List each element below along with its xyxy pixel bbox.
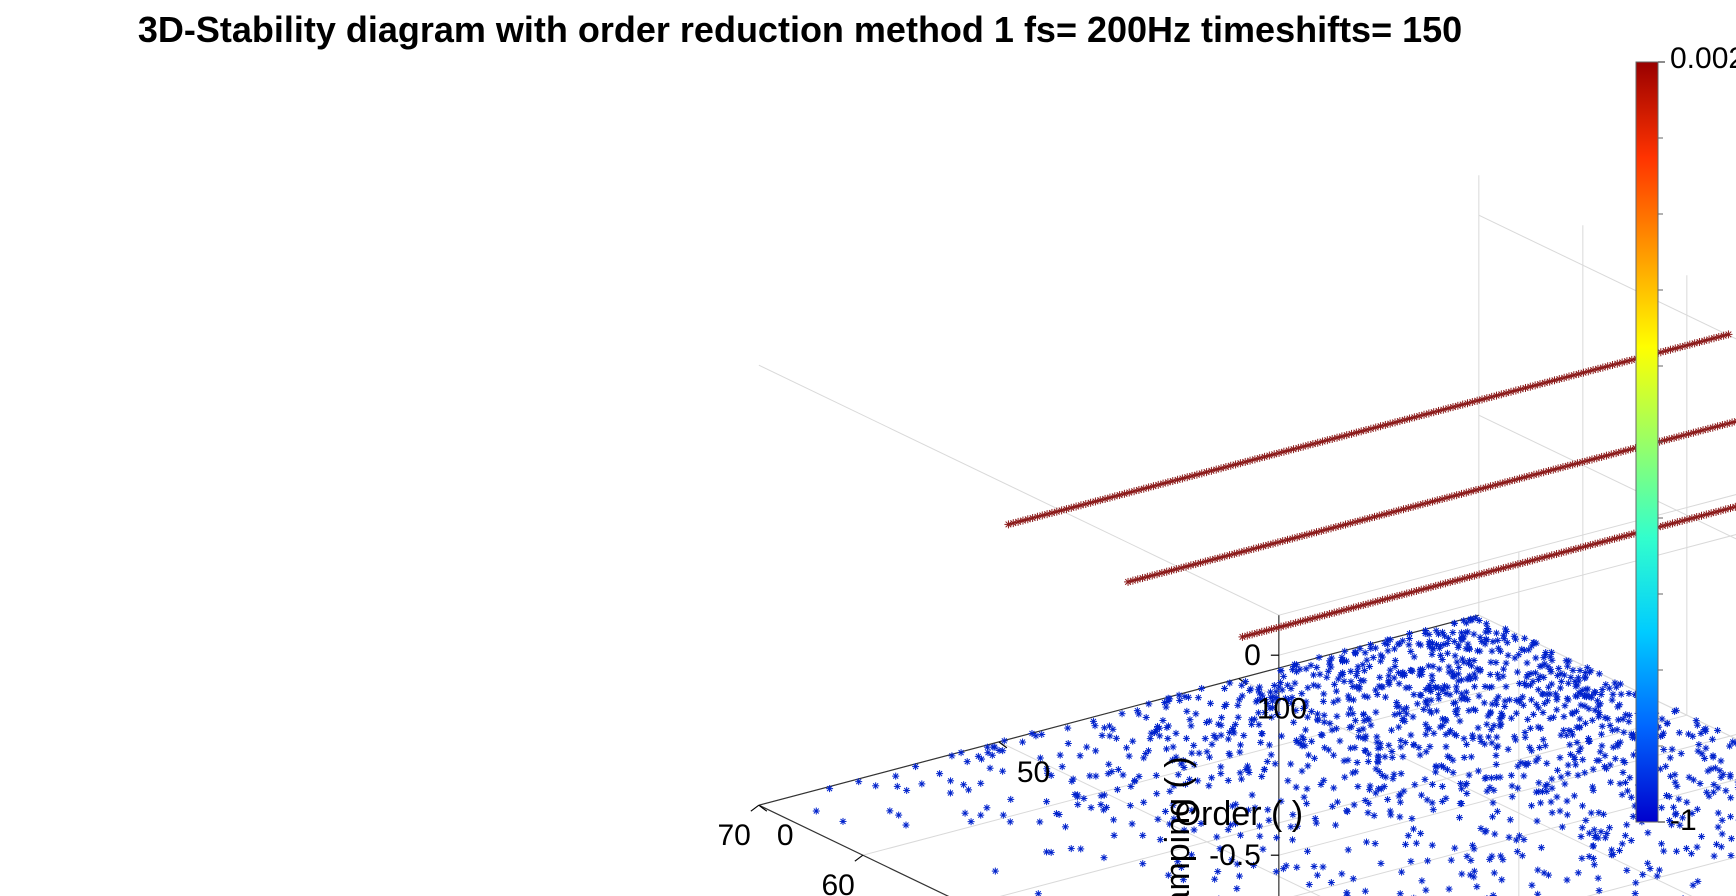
colorbar-max-label: 0.002 [1670,42,1736,75]
colorbar-min-label: -1 [1670,804,1697,837]
chart-stage: -1-0.50203040506070050100Frequency (Hz)O… [0,0,1736,896]
chart-title: 3D-Stability diagram with order reductio… [138,9,1462,50]
floor-scatter [813,614,1736,896]
chart-svg: -1-0.50203040506070050100Frequency (Hz)O… [0,0,1736,896]
colorbar: 0.002 -1 [1636,42,1736,837]
z-axis-label: Damping ( ) [1159,756,1197,896]
labels: -1-0.50203040506070050100Frequency (Hz)O… [138,9,1462,896]
grid [759,175,1736,896]
